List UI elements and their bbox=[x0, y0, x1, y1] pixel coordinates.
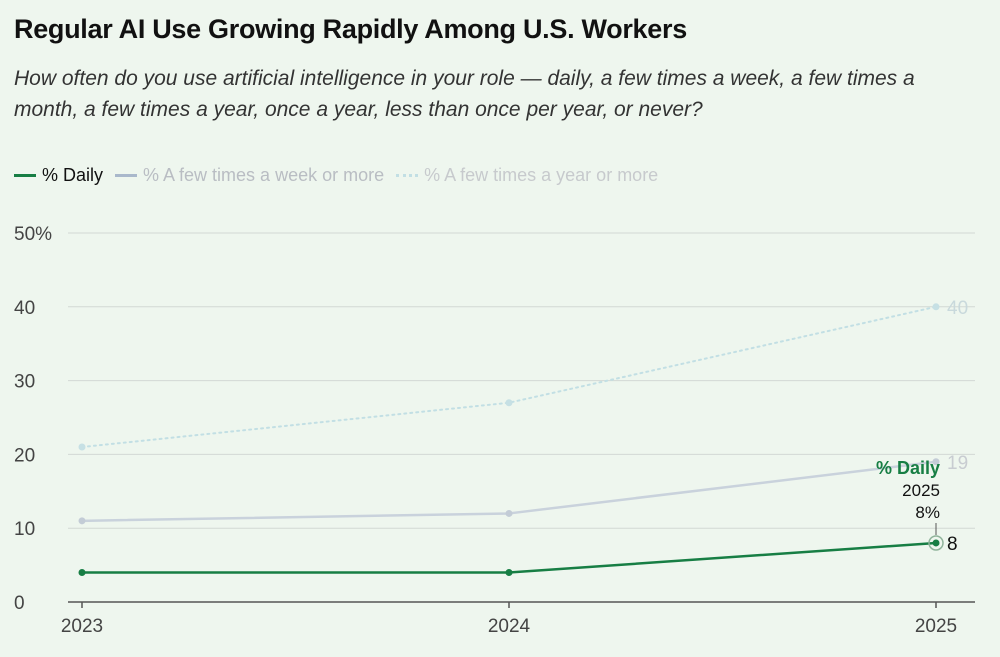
series-line-year bbox=[81, 305, 937, 449]
y-tick-label: 50% bbox=[14, 224, 52, 245]
legend: % Daily % A few times a week or more % A… bbox=[14, 165, 670, 186]
x-tick-label: 2024 bbox=[488, 616, 531, 637]
data-point-year bbox=[505, 399, 513, 407]
data-point-week bbox=[505, 509, 513, 517]
y-tick-label: 20 bbox=[14, 445, 35, 466]
legend-label-week: % A few times a week or more bbox=[143, 165, 385, 185]
annotation-series-name: % Daily bbox=[876, 458, 940, 478]
x-tick-label: 2023 bbox=[61, 616, 103, 637]
data-point-daily bbox=[505, 568, 513, 576]
data-point-daily bbox=[78, 568, 86, 576]
legend-item-daily[interactable]: % Daily bbox=[14, 165, 103, 186]
x-tick-label: 2025 bbox=[915, 616, 957, 637]
annotation-year: 2025 bbox=[902, 481, 940, 500]
data-point-year bbox=[78, 443, 86, 451]
data-point-week bbox=[932, 458, 940, 466]
legend-label-daily: % Daily bbox=[42, 165, 104, 185]
series-line-daily bbox=[80, 541, 938, 574]
chart-subtitle: How often do you use artificial intellig… bbox=[14, 67, 915, 121]
legend-item-week[interactable]: % A few times a week or more bbox=[115, 165, 384, 186]
end-label-year: 40 bbox=[947, 298, 968, 319]
legend-swatch-week bbox=[115, 174, 138, 177]
legend-item-year[interactable]: % A few times a year or more bbox=[396, 165, 658, 186]
y-tick-label: 30 bbox=[14, 372, 35, 393]
data-point-year bbox=[932, 303, 940, 311]
y-tick-label: 10 bbox=[14, 519, 35, 540]
data-point-daily bbox=[932, 539, 940, 547]
legend-swatch-year bbox=[396, 174, 419, 177]
legend-swatch-daily bbox=[14, 174, 36, 177]
end-label-week: 19 bbox=[947, 453, 968, 474]
data-point-week bbox=[78, 517, 86, 525]
highlight-ring bbox=[928, 535, 944, 551]
end-label-daily: 8 bbox=[947, 534, 958, 555]
chart-title: Regular AI Use Growing Rapidly Among U.S… bbox=[14, 14, 687, 44]
annotation-value: 8% bbox=[915, 503, 940, 522]
legend-label-year: % A few times a year or more bbox=[424, 165, 659, 185]
y-tick-label: 40 bbox=[14, 298, 35, 319]
y-tick-label: 0 bbox=[14, 593, 25, 614]
